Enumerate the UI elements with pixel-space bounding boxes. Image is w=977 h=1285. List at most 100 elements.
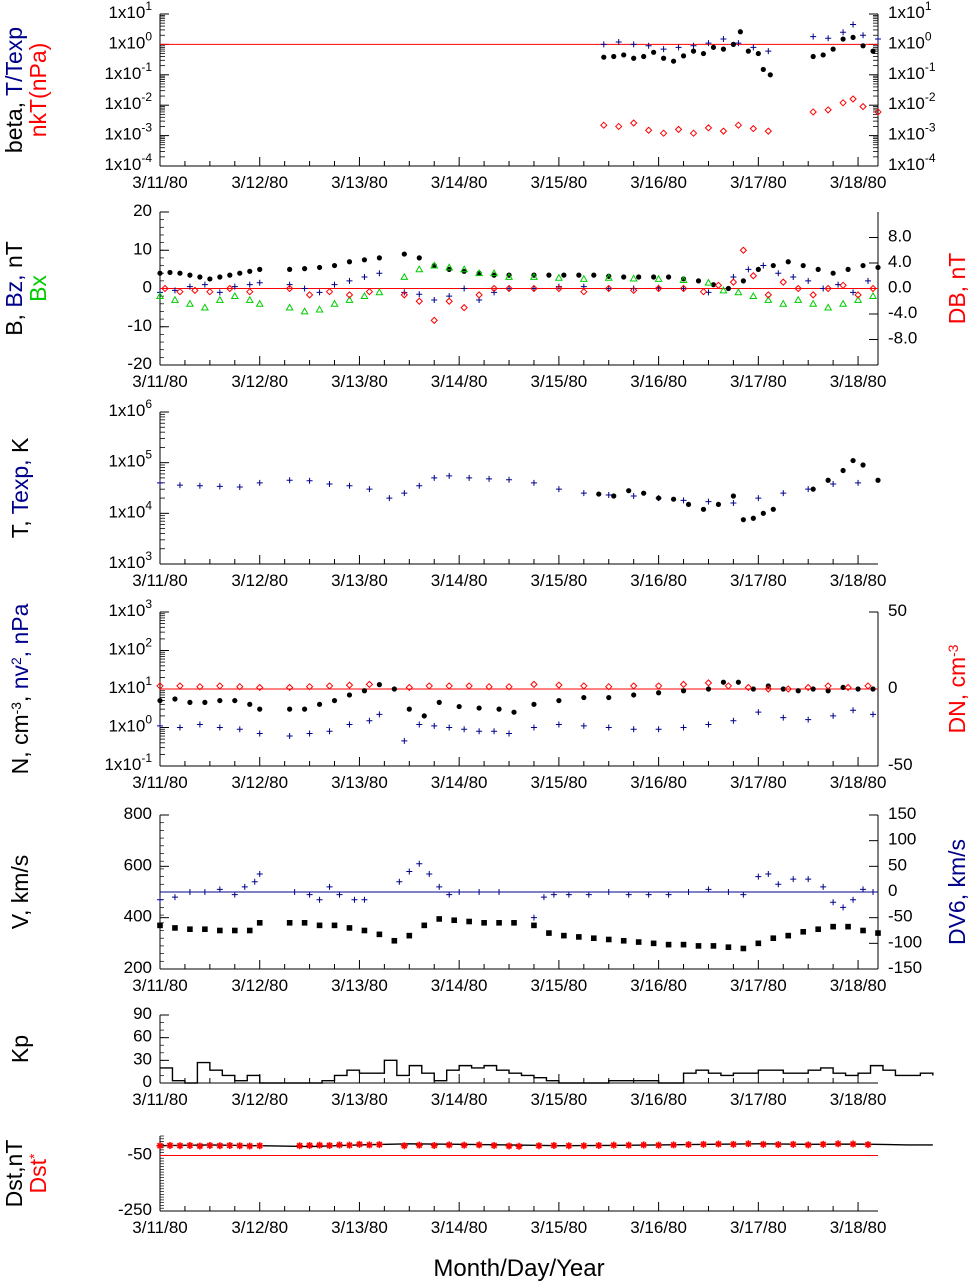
N-N-point-13	[361, 688, 368, 694]
beta-beta-point-22	[840, 36, 846, 42]
B-Bz-point-26	[605, 285, 612, 292]
beta-right-tick-5-base: 1x10	[888, 155, 925, 174]
N-left-tick-3: 1x100	[108, 713, 152, 736]
Kp-left-tick-1: 60	[133, 1027, 152, 1046]
N-left-tick-1-exp: 2	[145, 636, 152, 650]
N-nv2-point-15	[446, 724, 453, 731]
Dst-Dst*-point-22	[430, 1141, 438, 1149]
V-V-point-36	[710, 943, 717, 949]
N-DN-point-16	[505, 682, 513, 691]
B-Bx-point-2	[185, 299, 194, 307]
V-DV6-point-2	[186, 889, 193, 895]
B-Bx-point-21	[490, 268, 499, 277]
V-right-tick-0: 150	[888, 804, 916, 823]
V-DV6-point-33	[665, 891, 672, 898]
Kp-left-tick-2: 30	[133, 1050, 152, 1069]
panel-V	[157, 814, 881, 970]
beta-left-tick-0: 1x101	[108, 0, 152, 22]
V-V-point-20	[466, 918, 472, 925]
Dst-left-tick-1: -250	[118, 1200, 152, 1219]
V-right-tick-6: -150	[888, 958, 922, 977]
V-V-point-15	[391, 937, 398, 944]
B-Bx-point-40	[853, 295, 863, 303]
N-nv2-point-13	[416, 721, 423, 728]
B-y-label-part-1: Bz,	[1, 268, 27, 308]
T-y-label: T, Texp, K	[7, 437, 33, 538]
panel-N	[156, 611, 879, 767]
B-Bx-point-33	[749, 291, 758, 300]
N-DN-point-21	[629, 682, 638, 690]
N-N-point-7	[257, 706, 263, 712]
B-y-label-2-part-0: Bx	[25, 275, 51, 302]
V-V-point-31	[635, 939, 642, 945]
N-nv2-point-14	[431, 722, 438, 729]
V-right-tick-5: -100	[888, 933, 922, 952]
B-Bx-point-12	[345, 295, 354, 303]
beta-date-label-1: 3/12/80	[231, 173, 288, 192]
V-DV6-point-40	[775, 881, 782, 888]
Kp-left-tick-3: 0	[143, 1072, 152, 1091]
Dst-Dst-line	[159, 1143, 933, 1148]
B-DB-point-18	[505, 284, 513, 293]
Dst-Dst*-point-5	[206, 1141, 214, 1149]
beta-date-label-3: 3/14/80	[431, 173, 488, 192]
V-DV6-point-38	[755, 873, 762, 880]
B-B-point-48	[860, 262, 866, 269]
N-nv2-point-22	[580, 722, 587, 729]
beta-T/Texp-point-11	[765, 48, 772, 55]
beta-left-tick-3: 1x10-2	[104, 90, 152, 113]
B-DB-point-13	[430, 316, 438, 325]
V-y-label-part-0: V, km/s	[7, 855, 33, 930]
beta-beta-point-23	[850, 34, 856, 40]
B-Bz-point-39	[850, 289, 857, 296]
Dst-date-label-6: 3/17/80	[730, 1218, 787, 1237]
Dst-y-label-2: Dst*	[25, 1153, 51, 1194]
beta-nkT-point-8	[719, 127, 728, 135]
B-date-label-1: 3/12/80	[231, 372, 288, 391]
N-N-point-30	[705, 686, 712, 692]
Dst-Dst*-point-20	[400, 1142, 408, 1150]
N-N-point-31	[720, 679, 727, 685]
Dst-Dst*-point-41	[714, 1140, 722, 1148]
B-DB-point-17	[490, 284, 498, 293]
B-Bx-point-28	[654, 274, 663, 282]
beta-right-tick-1-base: 1x10	[888, 34, 925, 53]
Dst-Dst*-point-6	[216, 1142, 224, 1150]
B-Bz-point-5	[231, 283, 238, 290]
N-DN-point-27	[764, 685, 773, 693]
B-B-point-18	[401, 251, 407, 257]
B-B-point-0	[157, 270, 163, 276]
V-V-point-3	[202, 926, 208, 933]
V-DV6-point-47	[860, 886, 867, 893]
N-nv2-point-5	[256, 730, 263, 737]
B-Bx-point-37	[809, 299, 818, 307]
B-Bx-point-4	[215, 295, 224, 303]
N-DN-point-4	[236, 682, 244, 691]
B-B-point-3	[187, 272, 193, 278]
V-left-tick-1-base: 600	[124, 856, 152, 875]
V-left-tick-1: 600	[124, 856, 152, 875]
T-Texp-point-27	[730, 499, 737, 506]
beta-beta-point-21	[830, 46, 836, 52]
beta-nkT-point-9	[734, 121, 743, 129]
T-y-label-part-1: Texp,	[7, 453, 33, 514]
B-left-tick-4-base: -20	[127, 354, 152, 373]
N-right-tick-0: 50	[888, 601, 907, 620]
B-Bx-point-36	[794, 295, 803, 303]
beta-beta-point-3	[631, 55, 637, 61]
beta-T/Texp-point-4	[660, 46, 667, 53]
V-V-point-41	[785, 932, 792, 939]
V-right-tick-4-base: -50	[888, 907, 913, 926]
V-DV6-point-27	[550, 891, 557, 898]
B-DB-point-34	[809, 291, 817, 299]
beta-T/Texp-point-14	[840, 29, 847, 36]
beta-left-tick-1-exp: 0	[145, 30, 152, 44]
T-Texp-point-6	[286, 477, 293, 484]
N-y-label-sup-0: -3	[9, 702, 24, 715]
V-series-v	[157, 916, 881, 952]
T-Texp-point-20	[555, 486, 562, 493]
beta-T/Texp-point-8	[720, 36, 727, 43]
B-DB-point-12	[415, 297, 423, 305]
beta-left-tick-4-base: 1x10	[104, 125, 141, 144]
beta-beta-point-4	[641, 53, 647, 60]
